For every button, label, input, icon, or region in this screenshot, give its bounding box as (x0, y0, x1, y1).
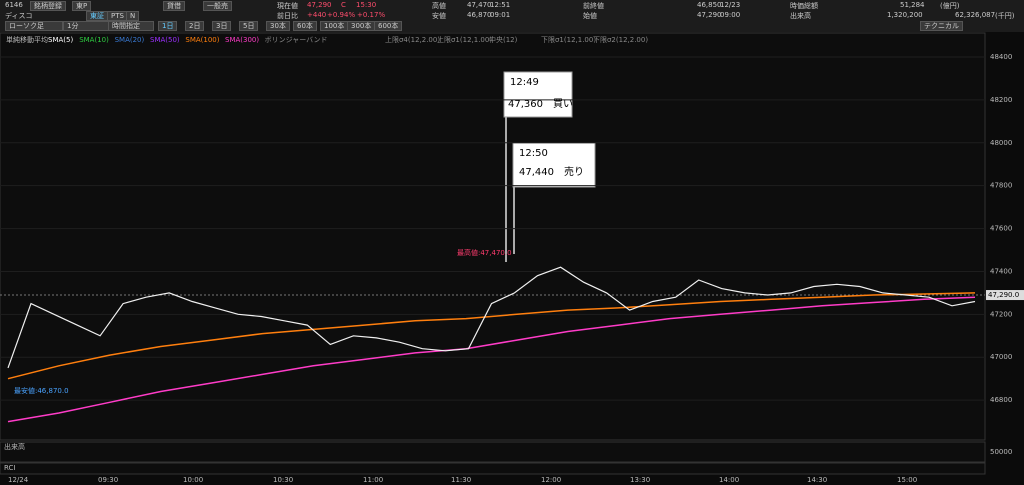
sma-line (7, 292, 976, 380)
header-button[interactable]: 銘柄登録 (30, 1, 66, 11)
technical-button[interactable]: テクニカル (920, 21, 963, 31)
x-tick-label: 13:30 (630, 476, 650, 484)
high-label: 最高値:47,470.0 (457, 248, 512, 257)
x-tick-label: 14:00 (719, 476, 739, 484)
y-tick-label: 46800 (990, 396, 1012, 404)
band-label: 中央(12) (489, 35, 518, 44)
x-tick-label: 14:30 (807, 476, 827, 484)
volume-label: 出来高 (4, 442, 25, 451)
x-tick-label: 10:30 (273, 476, 293, 484)
x-tick-label: 12:00 (541, 476, 561, 484)
band-label: 上限σ4(12,2.00) (385, 35, 440, 44)
quote-value: 47,470 (467, 1, 492, 9)
y-tick-label: 48400 (990, 53, 1012, 61)
quote-value: +440 (307, 11, 327, 19)
x-tick-label: 09:30 (98, 476, 118, 484)
annotation-text: 47,360 買い (508, 98, 573, 110)
annotation-box (503, 71, 573, 118)
y-tick-label: 47600 (990, 225, 1012, 233)
header-button[interactable]: 一般売 (203, 1, 232, 11)
volume-panel (0, 441, 986, 463)
current-price-tag (986, 290, 1024, 301)
range-button[interactable]: 5日 (239, 21, 259, 31)
annotation-time: 12:49 (510, 77, 539, 88)
quote-label: 安値 (432, 12, 446, 20)
header: 6146 ディスコ 銘柄登録 東P 東証 PTS N 貸借 一般売 現在値 47,290 C 15:30… (0, 0, 1024, 32)
quote-value: 09:00 (720, 11, 741, 19)
band-label: 下限σ2(12,2.00) (593, 35, 648, 44)
low-label: 最安値:46,870.0 (14, 386, 69, 395)
annotation-time: 12:50 (519, 148, 548, 159)
header-button[interactable]: N (126, 11, 140, 21)
quote-label: 始値 (583, 12, 597, 20)
x-tick-label: 10:00 (183, 476, 203, 484)
quote-value: 09:01 (490, 11, 511, 19)
legend-item: SMA(300) (225, 36, 259, 44)
rci-panel (0, 462, 986, 475)
range-button[interactable]: 600本 (374, 21, 403, 31)
annotation-text: 47,440 売り (519, 165, 584, 178)
range-button[interactable]: 1日 (158, 21, 178, 31)
quote-value: 12:51 (490, 1, 511, 9)
quote-value: 46,870 (467, 11, 492, 19)
volume-tick-label: 50000 (990, 448, 1012, 456)
y-tick-label: 47800 (990, 182, 1012, 190)
quote-label: 前終値 (583, 2, 604, 10)
quote-value: (億円) (940, 2, 960, 10)
quote-label: 前日比 (277, 12, 298, 20)
legend-item: SMA(10) (79, 36, 109, 44)
quote-value: 47,290 (697, 11, 722, 19)
header-button[interactable]: 貸借 (163, 1, 185, 11)
legend-item: SMA(50) (150, 36, 180, 44)
quote-label: 出来高 (790, 12, 811, 20)
x-tick-label: 12/24 (8, 476, 29, 484)
quote-value: +0.94% (327, 11, 356, 19)
quote-value: (千円) (995, 12, 1015, 20)
header-button[interactable]: 東P (72, 1, 92, 11)
stock-name: ディスコ (5, 12, 33, 20)
quote-value: +0.17% (357, 11, 386, 19)
y-tick-label: 47200 (990, 310, 1012, 318)
legend-item: SMA(20) (115, 36, 145, 44)
legend-item: SMA(100) (185, 36, 219, 44)
price-line (7, 266, 976, 369)
range-button[interactable]: 2日 (185, 21, 205, 31)
quote-value: 12/23 (720, 1, 741, 9)
sma-line (7, 296, 976, 423)
stock-code: 6146 (5, 1, 23, 9)
quote-value: 47,290 (307, 1, 332, 9)
quote-label: 高値 (432, 2, 446, 10)
quote-value: 46,850 (697, 1, 722, 9)
range-button[interactable]: 30本 (266, 21, 290, 31)
y-tick-label: 48200 (990, 96, 1012, 104)
x-tick-label: 15:00 (897, 476, 917, 484)
legend-item: SMA(5) (48, 36, 73, 44)
x-tick-label: 11:30 (451, 476, 471, 484)
range-button[interactable]: 60本 (293, 21, 317, 31)
range-button[interactable]: 3日 (212, 21, 232, 31)
y-tick-label: 48000 (990, 139, 1012, 147)
time-select[interactable]: 時間指定 (108, 21, 154, 31)
quote-value: 62,326,087 (955, 11, 996, 19)
price-panel (0, 32, 986, 441)
band-label: 上限σ1(12,1.00) (437, 35, 492, 44)
current-price-label: 47,290.0 (988, 291, 1019, 299)
quote-value: 1,320,200 (887, 11, 923, 19)
x-tick-label: 11:00 (363, 476, 383, 484)
chart-type-select[interactable]: ローソク足 (5, 21, 63, 31)
quote-value: 15:30 (356, 1, 377, 9)
band-label: 下限σ1(12,1.00) (541, 35, 596, 44)
rci-label: RCI (4, 464, 15, 472)
legend-item: ボリンジャーバンド (265, 36, 328, 44)
annotation-box (512, 142, 596, 188)
legend-title: 単純移動平均 (6, 35, 48, 44)
quote-value: 51,284 (900, 1, 925, 9)
quote-label: 現在値 (277, 2, 298, 10)
quote-value: C (341, 1, 346, 9)
y-tick-label: 47400 (990, 267, 1012, 275)
y-tick-label: 47000 (990, 353, 1012, 361)
quote-label: 時価総額 (790, 2, 818, 10)
